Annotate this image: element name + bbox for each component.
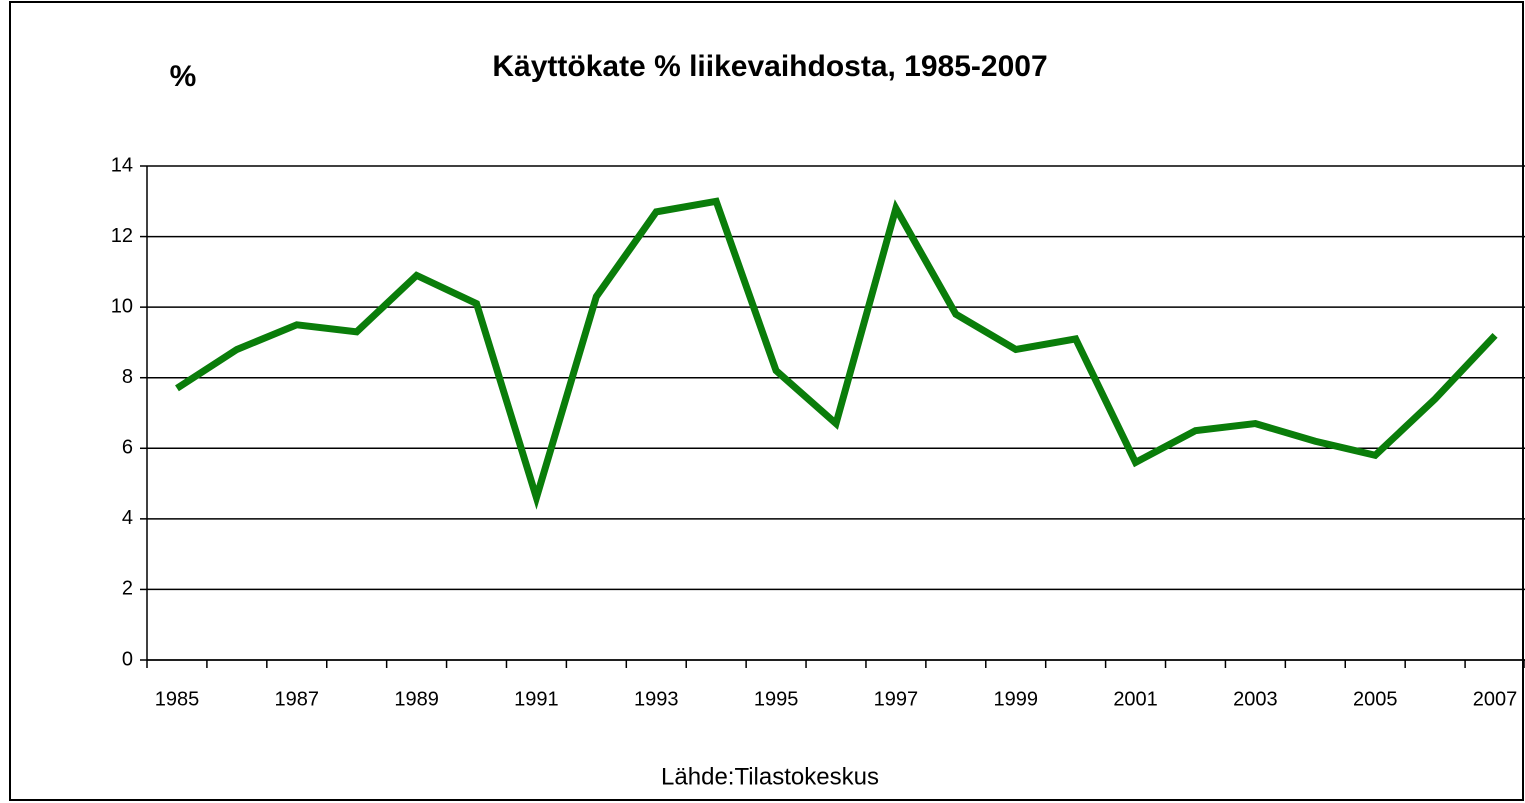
chart-title: Käyttökate % liikevaihdosta, 1985-2007: [492, 50, 1047, 83]
y-tick-label: 2: [122, 578, 133, 600]
x-tick-label: 1987: [275, 688, 320, 710]
x-tick-label: 1993: [634, 688, 679, 710]
y-tick-label: 10: [111, 295, 133, 317]
data-line: [175, 197, 1498, 510]
x-tick-label: 1985: [155, 688, 200, 710]
y-tick-label: 0: [122, 648, 133, 670]
y-tick-label: 8: [122, 366, 133, 388]
y-tick-label: 4: [122, 507, 133, 529]
x-tick-label: 2001: [1113, 688, 1158, 710]
y-tick-label: 6: [122, 437, 133, 459]
x-tick-label: 1991: [514, 688, 559, 710]
x-tick-label: 2003: [1233, 688, 1278, 710]
y-tick-label: 12: [111, 225, 133, 247]
y-tick-label: 14: [111, 154, 133, 176]
x-tick-label: 1997: [874, 688, 919, 710]
x-tick-label: 1995: [754, 688, 799, 710]
source-note: Lähde:Tilastokeskus: [661, 763, 879, 790]
x-tick-label: 1999: [993, 688, 1038, 710]
x-tick-label: 2005: [1353, 688, 1398, 710]
chart-frame: [9, 1, 1524, 801]
x-tick-label: 2007: [1473, 688, 1518, 710]
y-axis-label: %: [170, 60, 197, 93]
x-tick-label: 1989: [394, 688, 439, 710]
